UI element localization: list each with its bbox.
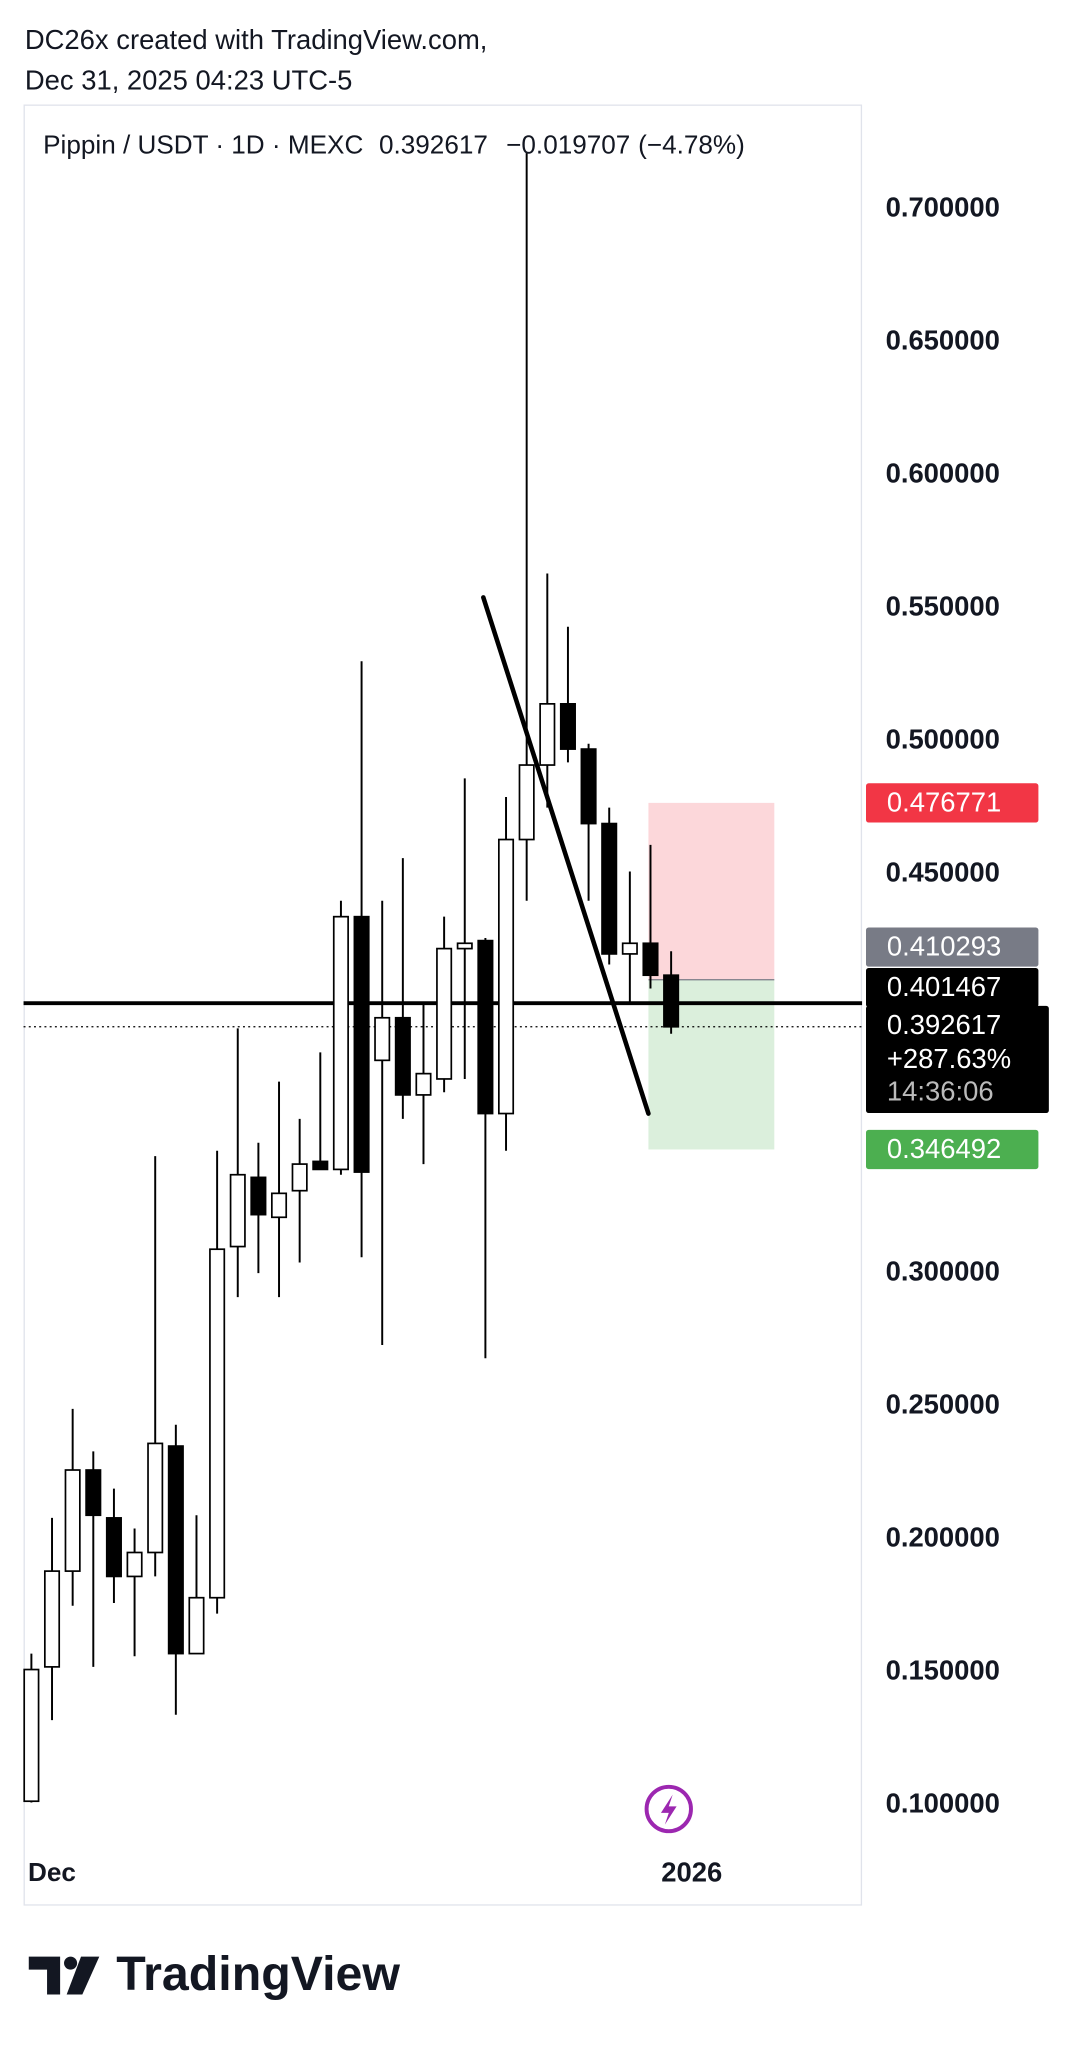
brand: TradingView — [116, 1947, 400, 2001]
plot: 0.700000 0.650000 0.600000 0.550000 0.500000… — [23, 153, 1000, 1888]
line-label-bg — [866, 967, 1039, 1008]
candle-body — [456, 942, 473, 950]
candle-body — [188, 1596, 205, 1655]
candle-body — [43, 1570, 61, 1668]
candle-body — [580, 748, 597, 825]
candle-body — [415, 1072, 432, 1096]
candle-body — [23, 1668, 40, 1803]
entry-label-bg — [866, 927, 1039, 967]
x-tick-label: Dec — [28, 1857, 76, 1887]
candle-body — [250, 1176, 267, 1216]
candle-body — [64, 1469, 81, 1572]
lightning-icon[interactable] — [644, 1784, 693, 1834]
y-tick-label: 0.600000 — [886, 457, 1000, 488]
chart-title: Pippin / USDT · 1D · MEXC 0.392617 −0.0197… — [43, 129, 745, 159]
trendline — [481, 595, 651, 1116]
y-tick-label: 0.250000 — [886, 1388, 1000, 1419]
y-tick-label: 0.700000 — [886, 191, 1000, 222]
timestamp: Dec 31, 2025 04:23 UTC-5 — [25, 65, 353, 96]
candle-body — [601, 822, 618, 955]
y-tick-label: 0.500000 — [886, 723, 1000, 754]
candle-body — [332, 915, 349, 1171]
y-tick-label: 0.300000 — [886, 1255, 1000, 1286]
candle-body — [497, 838, 515, 1115]
candle-body — [477, 939, 494, 1115]
candle-body — [539, 703, 556, 766]
candle-body — [374, 1016, 391, 1062]
candle-body — [291, 1163, 308, 1192]
y-tick-label: 0.150000 — [886, 1654, 1000, 1685]
candle-body — [147, 1442, 164, 1554]
price-label-bg — [866, 1005, 1049, 1113]
candle-body — [85, 1469, 102, 1517]
stop-label-bg — [866, 783, 1039, 823]
candle-body — [229, 1173, 246, 1248]
entry-label: 0.410293 — [887, 931, 1001, 962]
stop-zone — [648, 802, 775, 980]
candle-body — [126, 1551, 143, 1578]
candle-body — [353, 915, 370, 1173]
y-tick-label: 0.450000 — [886, 856, 1000, 887]
watermark: DC26x created with TradingView.com, — [25, 24, 488, 55]
candle-body — [105, 1517, 122, 1578]
candle-body — [270, 1192, 288, 1219]
y-tick-label: 0.100000 — [886, 1787, 1000, 1818]
candle-body — [663, 974, 680, 1028]
line-label: 0.401467 — [887, 971, 1001, 1002]
candle-body — [559, 703, 576, 750]
candle-body — [621, 942, 638, 955]
change-label: +287.63% — [887, 1043, 1011, 1074]
x-tick-label: 2026 — [661, 1857, 722, 1888]
stop-label: 0.476771 — [887, 786, 1001, 817]
lightning-bolt — [660, 1794, 677, 1825]
candle-body — [312, 1160, 329, 1171]
candle-body — [209, 1248, 226, 1599]
countdown-label: 14:36:06 — [887, 1076, 994, 1107]
candle-body — [642, 942, 659, 977]
candle-body — [518, 764, 535, 841]
y-tick-label: 0.200000 — [886, 1521, 1000, 1552]
candle-body — [394, 1016, 411, 1096]
target-label-bg — [866, 1129, 1039, 1170]
y-tick-label: 0.650000 — [886, 324, 1000, 355]
target-label: 0.346492 — [887, 1133, 1001, 1164]
tv-logo — [28, 1956, 100, 1995]
price-label: 0.392617 — [887, 1009, 1001, 1040]
candle-body — [167, 1445, 184, 1655]
candle-body — [436, 947, 453, 1080]
y-tick-label: 0.550000 — [886, 590, 1000, 621]
